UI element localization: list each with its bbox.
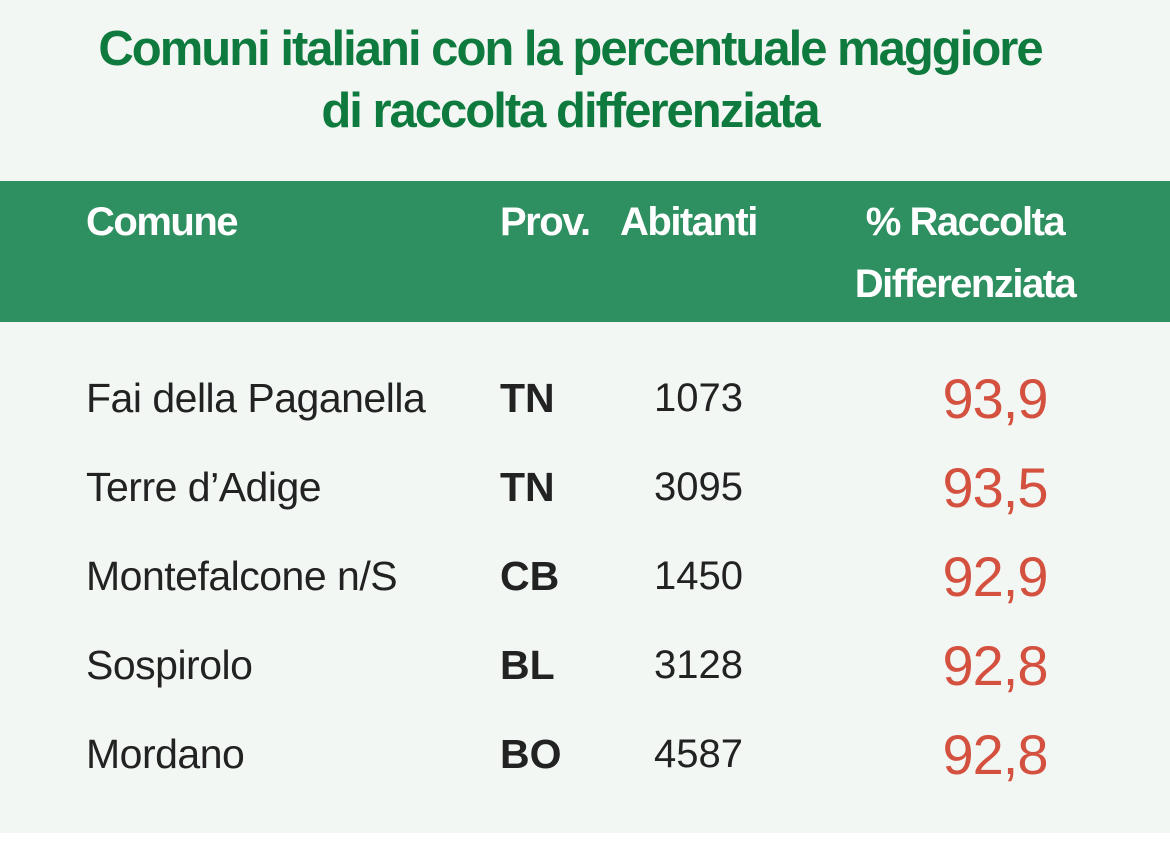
column-header-abitanti: Abitanti [620,200,758,244]
cell-comune: Terre d’Adige [86,464,322,510]
cell-percentuale: 92,8 [942,634,1049,697]
cell-comune: Montefalcone n/S [86,553,398,599]
column-header-prov: Prov. [500,200,591,244]
cell-prov: TN [500,375,555,421]
cell-percentuale: 93,9 [942,367,1049,430]
table-row: Mordano BO 4587 92,8 [0,710,1170,799]
cell-comune: Mordano [86,731,245,777]
chart-title-line-1: Comuni italiani con la percentuale maggi… [98,22,1043,76]
cell-percentuale: 92,8 [942,723,1049,786]
cell-abitanti: 3095 [654,465,743,509]
cell-prov: BO [500,731,562,777]
cell-prov: CB [500,553,560,599]
column-header-comune: Comune [86,200,239,244]
cell-percentuale: 93,5 [942,456,1049,519]
table-row: Montefalcone n/S CB 1450 92,9 [0,532,1170,621]
column-header-percentuale: % Raccolta Differenziata [830,191,1100,315]
cell-percentuale: 92,9 [942,545,1049,608]
cell-abitanti: 1450 [654,554,743,598]
cell-prov: BL [500,642,555,688]
table-row: Terre d’Adige TN 3095 93,5 [0,443,1170,532]
chart-title: Comuni italiani con la percentuale maggi… [0,18,1140,142]
cell-comune: Fai della Paganella [86,375,426,421]
cell-prov: TN [500,464,555,510]
column-header-percentuale-line-2: Differenziata [854,262,1077,306]
cell-abitanti: 4587 [654,732,743,776]
cell-abitanti: 3128 [654,643,743,687]
cell-comune: Sospirolo [86,642,253,688]
table-row: Fai della Paganella TN 1073 93,9 [0,354,1170,443]
table-header-band [0,181,1170,322]
column-header-percentuale-line-1: % Raccolta [865,200,1066,244]
table-body: Fai della Paganella TN 1073 93,9 Terre d… [0,354,1170,799]
chart-title-line-2: di raccolta differenziata [321,84,820,138]
cell-abitanti: 1073 [654,376,743,420]
table-row: Sospirolo BL 3128 92,8 [0,621,1170,710]
